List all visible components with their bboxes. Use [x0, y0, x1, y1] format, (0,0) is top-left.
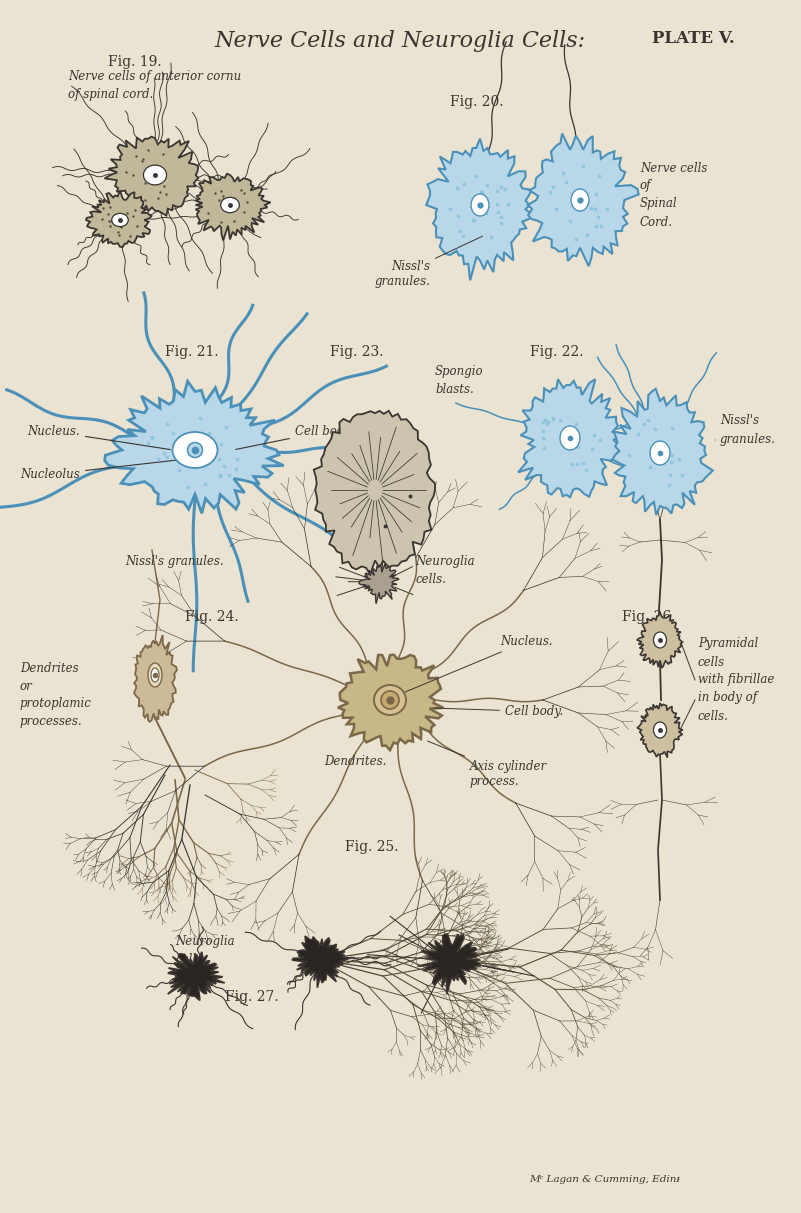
Text: Cell body.: Cell body. — [235, 425, 353, 450]
Polygon shape — [314, 411, 435, 574]
Ellipse shape — [148, 664, 162, 687]
Polygon shape — [195, 173, 271, 240]
Text: Nucleus.: Nucleus. — [400, 634, 553, 694]
Ellipse shape — [187, 443, 203, 457]
Text: Fig. 26.: Fig. 26. — [622, 610, 675, 623]
Polygon shape — [167, 952, 225, 1001]
Text: Fig. 20.: Fig. 20. — [450, 95, 504, 109]
Polygon shape — [518, 380, 620, 497]
Ellipse shape — [654, 722, 666, 738]
Polygon shape — [426, 138, 533, 280]
Ellipse shape — [374, 685, 406, 714]
Text: Fig. 24.: Fig. 24. — [185, 610, 239, 623]
Ellipse shape — [381, 691, 399, 710]
Text: Cell body.: Cell body. — [435, 705, 563, 718]
Text: Dendrites
or
protoplamic
processes.: Dendrites or protoplamic processes. — [20, 661, 92, 729]
Text: Nerve cells of anterior cornu
of spinal cord.: Nerve cells of anterior cornu of spinal … — [68, 70, 241, 101]
Text: Neuroglia
cells.: Neuroglia cells. — [415, 556, 475, 586]
Polygon shape — [338, 655, 444, 750]
Ellipse shape — [172, 432, 218, 468]
Polygon shape — [105, 381, 284, 513]
Ellipse shape — [112, 213, 128, 227]
Polygon shape — [637, 704, 682, 758]
Text: Pyramidal
cells
with fibrillae
in body of
cells.: Pyramidal cells with fibrillae in body o… — [698, 638, 775, 723]
Text: Mᶜ Lagan & Cumming, Edinᵻ: Mᶜ Lagan & Cumming, Edinᵻ — [529, 1175, 680, 1184]
Polygon shape — [134, 634, 177, 722]
Polygon shape — [292, 936, 349, 987]
Ellipse shape — [560, 426, 580, 450]
Text: Spongio
blasts.: Spongio blasts. — [435, 365, 484, 395]
Text: Fig. 25.: Fig. 25. — [345, 839, 399, 854]
Text: Nerve Cells and Neuroglia Cells:: Nerve Cells and Neuroglia Cells: — [215, 30, 586, 52]
Text: Fig. 19.: Fig. 19. — [108, 55, 162, 69]
Ellipse shape — [220, 198, 239, 212]
Polygon shape — [359, 564, 399, 604]
Text: Fig. 27.: Fig. 27. — [225, 990, 279, 1004]
Polygon shape — [613, 389, 713, 516]
Text: Nissl's
granules.: Nissl's granules. — [720, 415, 776, 445]
Text: Dendrites.: Dendrites. — [324, 754, 386, 768]
Polygon shape — [105, 137, 199, 216]
Ellipse shape — [143, 165, 167, 184]
Ellipse shape — [471, 194, 489, 216]
Ellipse shape — [654, 632, 666, 648]
Text: Fig. 22.: Fig. 22. — [530, 344, 583, 359]
Text: Nerve cells
of
Spinal
Cord.: Nerve cells of Spinal Cord. — [640, 161, 707, 228]
Text: Axis cylinder
process.: Axis cylinder process. — [428, 741, 547, 788]
Ellipse shape — [571, 189, 589, 211]
Polygon shape — [528, 133, 638, 266]
Polygon shape — [86, 190, 151, 247]
Ellipse shape — [151, 668, 159, 682]
Polygon shape — [418, 934, 481, 993]
Text: Neuroglia
cells.: Neuroglia cells. — [175, 935, 235, 966]
Text: Nissl's granules.: Nissl's granules. — [126, 556, 224, 568]
Text: PLATE V.: PLATE V. — [652, 30, 735, 47]
Text: Fig. 23.: Fig. 23. — [330, 344, 384, 359]
Text: Nucleolus: Nucleolus — [20, 459, 192, 482]
Text: Nucleus.: Nucleus. — [27, 425, 171, 450]
Text: Nissl's
granules.: Nissl's granules. — [374, 237, 482, 287]
Ellipse shape — [650, 442, 670, 465]
Text: Fig. 21.: Fig. 21. — [165, 344, 219, 359]
Polygon shape — [637, 613, 682, 668]
